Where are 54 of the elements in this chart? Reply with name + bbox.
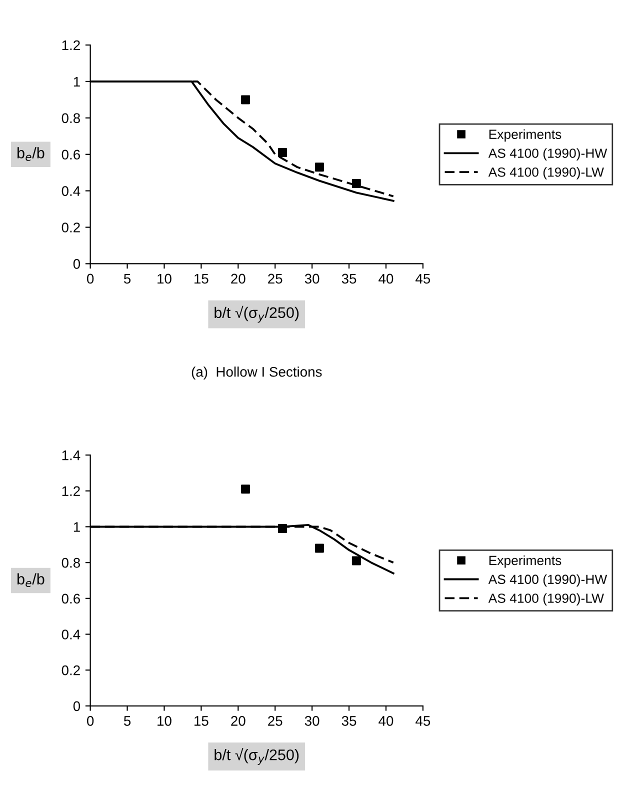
point [314,162,324,172]
y-tick-label: 0.6 [62,594,80,604]
x-tick-label: 40 [378,274,394,284]
x-tick-label: 5 [124,716,131,726]
x-tick-label: 35 [342,716,356,726]
x-tick-label: 20 [231,274,246,284]
point [352,179,361,188]
y-tick-label: 0.6 [62,150,80,160]
legend-label: Experiments [489,555,562,568]
point [278,524,287,534]
point [241,484,250,494]
y-tick-label: 1 [74,522,80,532]
y-tick-label: 0.4 [62,186,80,196]
y-tick-label: 0.8 [62,113,80,124]
legend-label: AS 4100 (1990)-HW [488,574,608,587]
y-tick-label: 1.4 [62,450,80,460]
x-tick-label: 25 [268,716,282,726]
x-tick-label: 45 [416,274,430,284]
x-tick-label: 15 [194,274,208,284]
x-tick-label: 30 [304,716,320,726]
y-tick-label: 1.2 [62,486,80,496]
y-tick-label: 0 [73,259,80,269]
x-tick-label: 30 [304,274,320,284]
x-tick-label: 10 [158,716,172,726]
x-tick-label: 0 [86,716,94,726]
x-tick-label: 15 [194,716,208,726]
y-axis-title: b$_{e}$/b [18,573,44,588]
y-tick-label: 1 [74,76,80,87]
y-tick-label: 0.8 [62,558,80,568]
x-tick-label: 40 [378,716,394,726]
y-tick-label: 0.4 [62,630,80,640]
legend-label: AS 4100 (1990)-LW [488,593,604,606]
x-tick-label: 0 [86,274,94,284]
legend-label: Experiments [489,129,562,142]
x-tick-label: 35 [342,274,356,284]
y-tick-label: 1.2 [62,40,80,50]
x-tick-label: 20 [231,716,246,726]
y-tick-label: 0 [73,701,80,712]
x-axis-title: b/t √(σ$_{y}$/250) [214,748,299,765]
point [352,556,361,566]
x-tick-label: 5 [124,274,131,284]
x-tick-label: 25 [268,274,282,284]
legend-label: AS 4100 (1990)-LW [488,167,604,180]
text: (a) Hollow I Sections [192,366,322,380]
legend-label: AS 4100 (1990)-HW [488,148,608,161]
x-tick-label: 10 [158,274,172,284]
point [314,544,324,553]
y-tick-label: 0.2 [62,665,80,676]
x-tick-label: 45 [416,716,430,726]
point [241,95,250,104]
y-axis-title: b$_{e}$/b [18,147,44,161]
point [278,148,287,158]
x-axis-title: b/t √(σ$_{y}$/250) [214,306,299,323]
y-tick-label: 0.2 [62,222,80,232]
